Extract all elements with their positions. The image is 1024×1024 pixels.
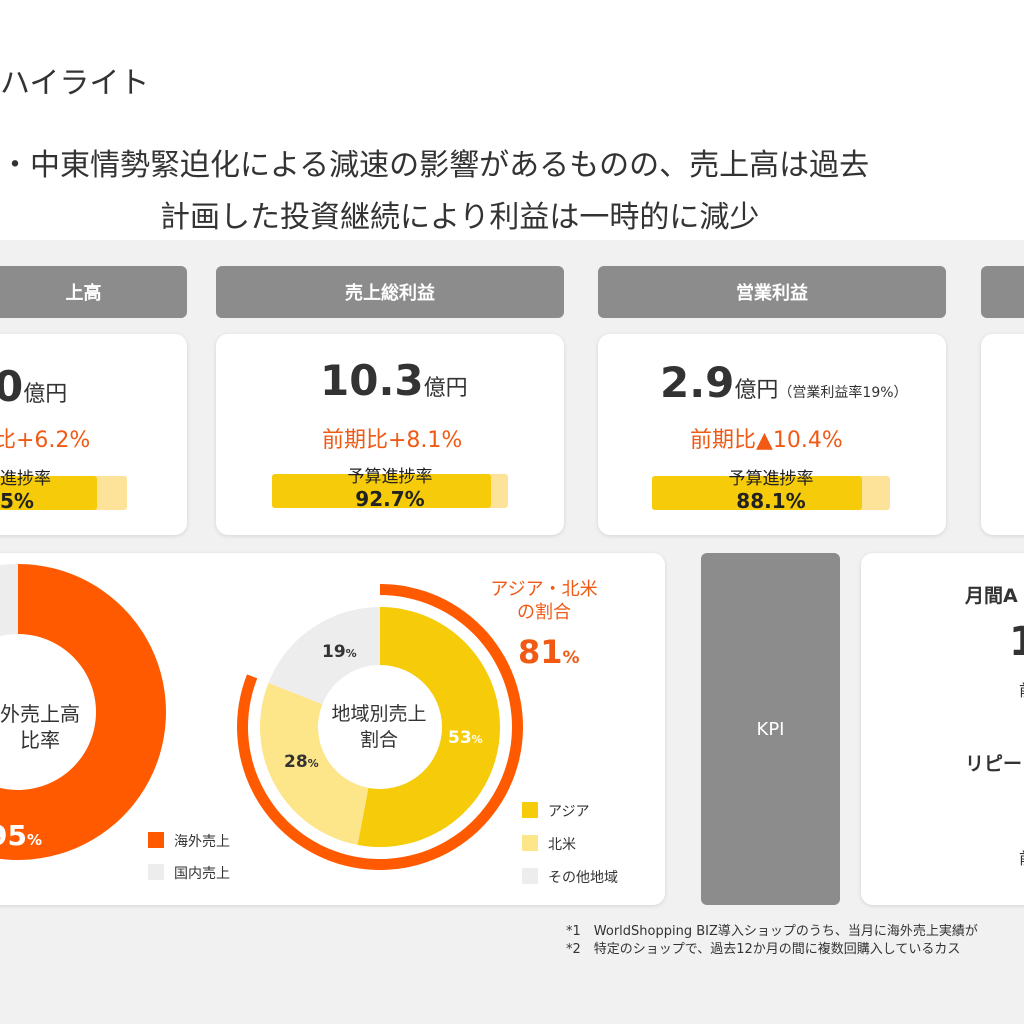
callout-value: 81 (518, 633, 563, 671)
donut1-value: 95 (0, 819, 27, 852)
budget-label: 進捗率 (0, 469, 51, 489)
kpi-unit: 億円 (734, 378, 779, 403)
budget-bar-fill (652, 476, 862, 510)
slice-label-asia: 53% (448, 728, 483, 748)
budget-label: 予算進捗率 (347, 467, 433, 487)
callout-unit: % (562, 648, 580, 668)
budget-bar-fill (0, 476, 98, 510)
kpi-detail-line3: リピー (965, 753, 1023, 775)
kpi-header-label: 売上総利益 (345, 283, 435, 304)
kpi-value: 2.9 (660, 358, 735, 407)
slice-value: 53 (448, 728, 472, 748)
slice-label-na: 28% (284, 752, 319, 772)
legend-swatch-asia (522, 802, 538, 818)
kpi-change: 前期比▲10.4% (690, 428, 843, 453)
legend-swatch-domestic (148, 864, 164, 880)
legend-swatch-other (522, 868, 538, 884)
slice-north-america (260, 682, 369, 845)
slice-other (268, 607, 380, 705)
charts-svg (0, 564, 523, 870)
slice-value: 19 (322, 642, 346, 662)
kpi-value-row: 0億円 (0, 362, 67, 411)
donut2-title: 地域別売上 割合 (314, 701, 444, 753)
kpi-card-gross-profit: 10.3億円 前期比+8.1% 予算進捗率 92.7% (216, 334, 564, 535)
budget-bar (652, 476, 890, 510)
slice-label-other: 19% (322, 642, 357, 662)
donut1-title-line: 比率 (20, 728, 60, 752)
header-area (0, 0, 1024, 240)
kpi-card-operating-profit: 2.9億円（営業利益率19%） 前期比▲10.4% 予算進捗率 88.1% (598, 334, 946, 535)
slice-domestic (0, 564, 18, 637)
footnote-1: *1 WorldShopping BIZ導入ショップのうち、当月に海外売上実績が (566, 924, 978, 939)
kpi-detail-line2: 前 (1019, 677, 1024, 701)
kpi-unit: 億円 (23, 382, 68, 407)
legend-swatch-overseas (148, 832, 164, 848)
headline-line-1: ・中東情勢緊迫化による減速の影響があるものの、売上高は過去 (0, 148, 870, 183)
budget-value: 88.1% (736, 489, 806, 513)
budget-value: 5% (0, 489, 34, 513)
kpi-value: 10.3 (320, 356, 424, 405)
kpi-header-partial (981, 266, 1024, 318)
kpi-header-sales: 上高 (0, 266, 187, 318)
budget-bar (0, 476, 127, 510)
callout-line: の割合 (517, 602, 571, 623)
callout-value-label: 81% (518, 633, 580, 671)
budget-value: 92.7% (355, 487, 425, 511)
kpi-value-row: 2.9億円（営業利益率19%） (660, 358, 908, 407)
legend-label: アジア (548, 804, 590, 820)
budget-label: 予算進捗率 (728, 469, 814, 489)
slice-overseas (0, 564, 166, 860)
budget-bar-fill (272, 474, 491, 508)
donut1-title: 外売上高 比率 (0, 701, 100, 753)
legend-label: 北米 (548, 837, 576, 853)
slice-value: 28 (284, 752, 308, 772)
callout-text: アジア・北米 の割合 (474, 578, 614, 624)
donut1-unit: % (26, 831, 42, 849)
slice-unit: % (471, 733, 483, 746)
kpi-unit: 億円 (423, 376, 468, 401)
budget-bar (272, 474, 508, 508)
kpi-box-label: KPI (756, 718, 785, 740)
kpi-box: KPI (701, 553, 840, 905)
kpi-change: 比+6.2% (0, 428, 91, 453)
kpi-card-partial (981, 334, 1024, 535)
kpi-header-operating-profit: 営業利益 (598, 266, 946, 318)
callout-line: アジア・北米 (490, 579, 598, 600)
legend-label: 国内売上 (174, 866, 230, 882)
kpi-card-sales: 0億円 比+6.2% 進捗率 5% (0, 334, 187, 535)
donut1-value-label: 95% (0, 819, 42, 852)
slice-asia (357, 607, 500, 847)
kpi-header-label: 営業利益 (736, 283, 808, 304)
kpi-note: （営業利益率19%） (778, 385, 908, 401)
legend-swatch-na (522, 835, 538, 851)
kpi-value: 0 (0, 362, 24, 411)
donut2-title-line: 地域別売上 (331, 703, 427, 725)
slice-unit: % (345, 647, 357, 660)
kpi-detail-line4: 前 (1019, 845, 1024, 869)
page-title: ハイライト (0, 66, 150, 101)
kpi-change: 前期比+8.1% (322, 428, 463, 453)
kpi-detail-line1: 月間A (965, 585, 1018, 607)
kpi-detail-value: 1 (1009, 619, 1024, 665)
chart-card: 外売上高 比率 95% 海外売上 国内売上 地域別売上 割合 53% 28% 1… (0, 553, 665, 905)
donut2-title-line: 割合 (359, 729, 398, 751)
slice-unit: % (307, 757, 319, 770)
legend-label: 海外売上 (174, 834, 230, 850)
kpi-detail-card: 月間A 1 前 リピー 前 (861, 553, 1024, 905)
headline-line-2: 計画した投資継続により利益は一時的に減少 (160, 200, 760, 235)
kpi-header-label: 上高 (65, 283, 102, 304)
legend-label: その他地域 (548, 870, 618, 886)
kpi-header-gross-profit: 売上総利益 (216, 266, 564, 318)
donut1-title-line: 外売上高 (0, 702, 80, 726)
footnote-2: *2 特定のショップで、過去12か月の間に複数回購入しているカス (566, 942, 961, 957)
kpi-value-row: 10.3億円 (320, 356, 468, 405)
